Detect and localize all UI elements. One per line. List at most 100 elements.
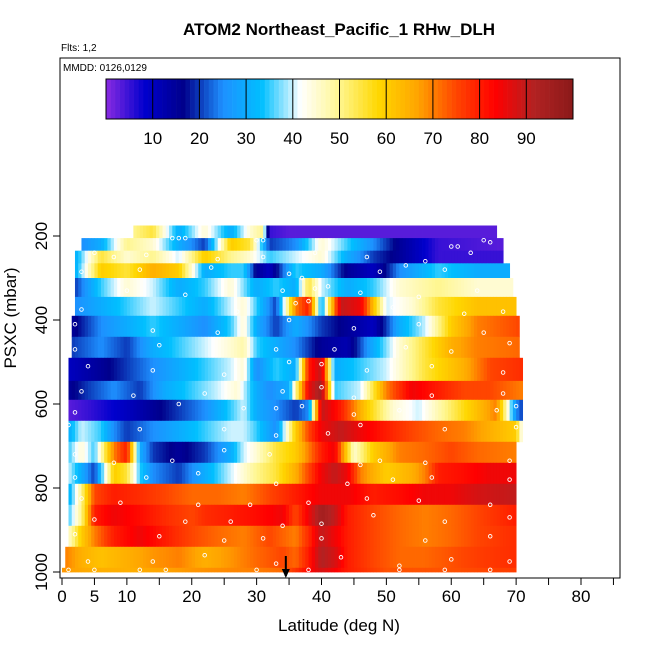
heatmap-cell <box>237 336 241 359</box>
heatmap-cell <box>233 567 238 573</box>
heatmap-cell <box>409 504 413 527</box>
heatmap-cell <box>493 483 498 506</box>
colorbar-swatch <box>479 79 485 119</box>
observation-point <box>390 305 396 310</box>
heatmap-cell <box>130 441 134 464</box>
heatmap-cell <box>201 525 206 548</box>
heatmap-cell <box>188 315 193 338</box>
heatmap-cell <box>266 250 270 264</box>
heatmap-cell <box>214 263 219 279</box>
heatmap-cell <box>120 278 125 298</box>
heatmap-cell <box>263 278 267 298</box>
heatmap-cell <box>470 399 475 422</box>
heatmap-cell <box>78 504 82 527</box>
latitude-marker-layer <box>281 556 290 578</box>
heatmap-cell <box>156 336 160 359</box>
heatmap-cell <box>422 336 426 359</box>
heatmap-cell <box>126 315 131 338</box>
heatmap-cell <box>68 441 73 464</box>
heatmap-cell <box>353 567 358 573</box>
heatmap-cell <box>107 250 112 264</box>
heatmap-cell <box>266 296 270 317</box>
heatmap-cell <box>302 278 306 298</box>
heatmap-cell <box>496 546 501 569</box>
heatmap-cell <box>133 483 137 506</box>
heatmap-cell <box>227 238 232 252</box>
heatmap-cell <box>68 504 73 527</box>
heatmap-cell <box>431 296 436 317</box>
heatmap-cell <box>473 546 478 569</box>
heatmap-cell <box>431 315 436 338</box>
heatmap-cell <box>315 441 319 464</box>
heatmap-cell <box>84 567 89 573</box>
heatmap-cell <box>97 441 102 464</box>
observation-point <box>487 567 493 573</box>
heatmap-cell <box>324 225 329 239</box>
heatmap-cell <box>493 567 498 573</box>
colorbar-swatch <box>367 79 373 119</box>
heatmap-cell <box>412 380 416 401</box>
x-tick-label: 60 <box>442 587 461 606</box>
colorbar-tick-label: 80 <box>470 129 489 148</box>
heatmap-cell <box>169 504 173 527</box>
heatmap-cell <box>486 380 491 401</box>
heatmap-cell <box>334 504 339 527</box>
heatmap-cell <box>503 420 507 443</box>
heatmap-cell <box>353 296 358 317</box>
heatmap-cell <box>428 315 433 338</box>
heatmap-cell <box>289 315 293 338</box>
heatmap-cell <box>62 567 66 573</box>
heatmap-cell <box>139 225 144 239</box>
heatmap-cell <box>470 296 475 317</box>
heatmap-cell <box>441 483 446 506</box>
observation-point <box>150 368 156 373</box>
heatmap-cell <box>422 441 426 464</box>
colorbar-swatch <box>283 79 289 119</box>
heatmap-cell <box>357 441 361 464</box>
heatmap-cell <box>191 250 196 264</box>
heatmap-cell <box>220 380 225 401</box>
heatmap-cell <box>383 441 387 464</box>
heatmap-cell <box>376 225 381 239</box>
observation-point <box>273 481 279 487</box>
heatmap-cell <box>337 225 342 239</box>
heatmap-cell <box>165 504 170 527</box>
heatmap-cell <box>493 420 498 443</box>
heatmap-cell <box>292 567 296 573</box>
heatmap-cell <box>331 357 335 382</box>
heatmap-cell <box>402 525 407 548</box>
heatmap-cell <box>441 380 446 401</box>
heatmap-cell <box>350 250 355 264</box>
heatmap-cell <box>159 263 163 279</box>
heatmap-cell <box>353 483 358 506</box>
heatmap-cell <box>389 399 394 422</box>
heatmap-cell <box>392 504 397 527</box>
heatmap-cell <box>324 357 329 382</box>
heatmap-cell <box>499 357 504 382</box>
heatmap-cell <box>81 357 86 382</box>
heatmap-cell <box>74 399 79 422</box>
heatmap-cell <box>263 315 267 338</box>
heatmap-cell <box>143 315 147 338</box>
observation-point <box>221 447 227 453</box>
colorbar-swatch <box>134 79 139 119</box>
heatmap-cell <box>194 278 199 298</box>
heatmap-cell <box>503 296 507 317</box>
heatmap-cell <box>220 546 225 569</box>
heatmap-cell <box>441 315 446 338</box>
heatmap-cell <box>383 263 387 279</box>
heatmap-cell <box>431 278 436 298</box>
heatmap-cell <box>512 546 517 569</box>
heatmap-cell <box>285 225 290 239</box>
observation-point <box>202 552 207 558</box>
heatmap-cell <box>110 483 115 506</box>
heatmap-cell <box>292 525 296 548</box>
heatmap-cell <box>81 504 86 527</box>
colorbar-swatch <box>563 79 569 119</box>
heatmap-cell <box>263 238 267 252</box>
heatmap-cell <box>444 238 449 252</box>
heatmap-cell <box>266 278 270 298</box>
heatmap-cell <box>211 238 215 252</box>
heatmap-cell <box>321 336 326 359</box>
heatmap-cell <box>467 483 472 506</box>
